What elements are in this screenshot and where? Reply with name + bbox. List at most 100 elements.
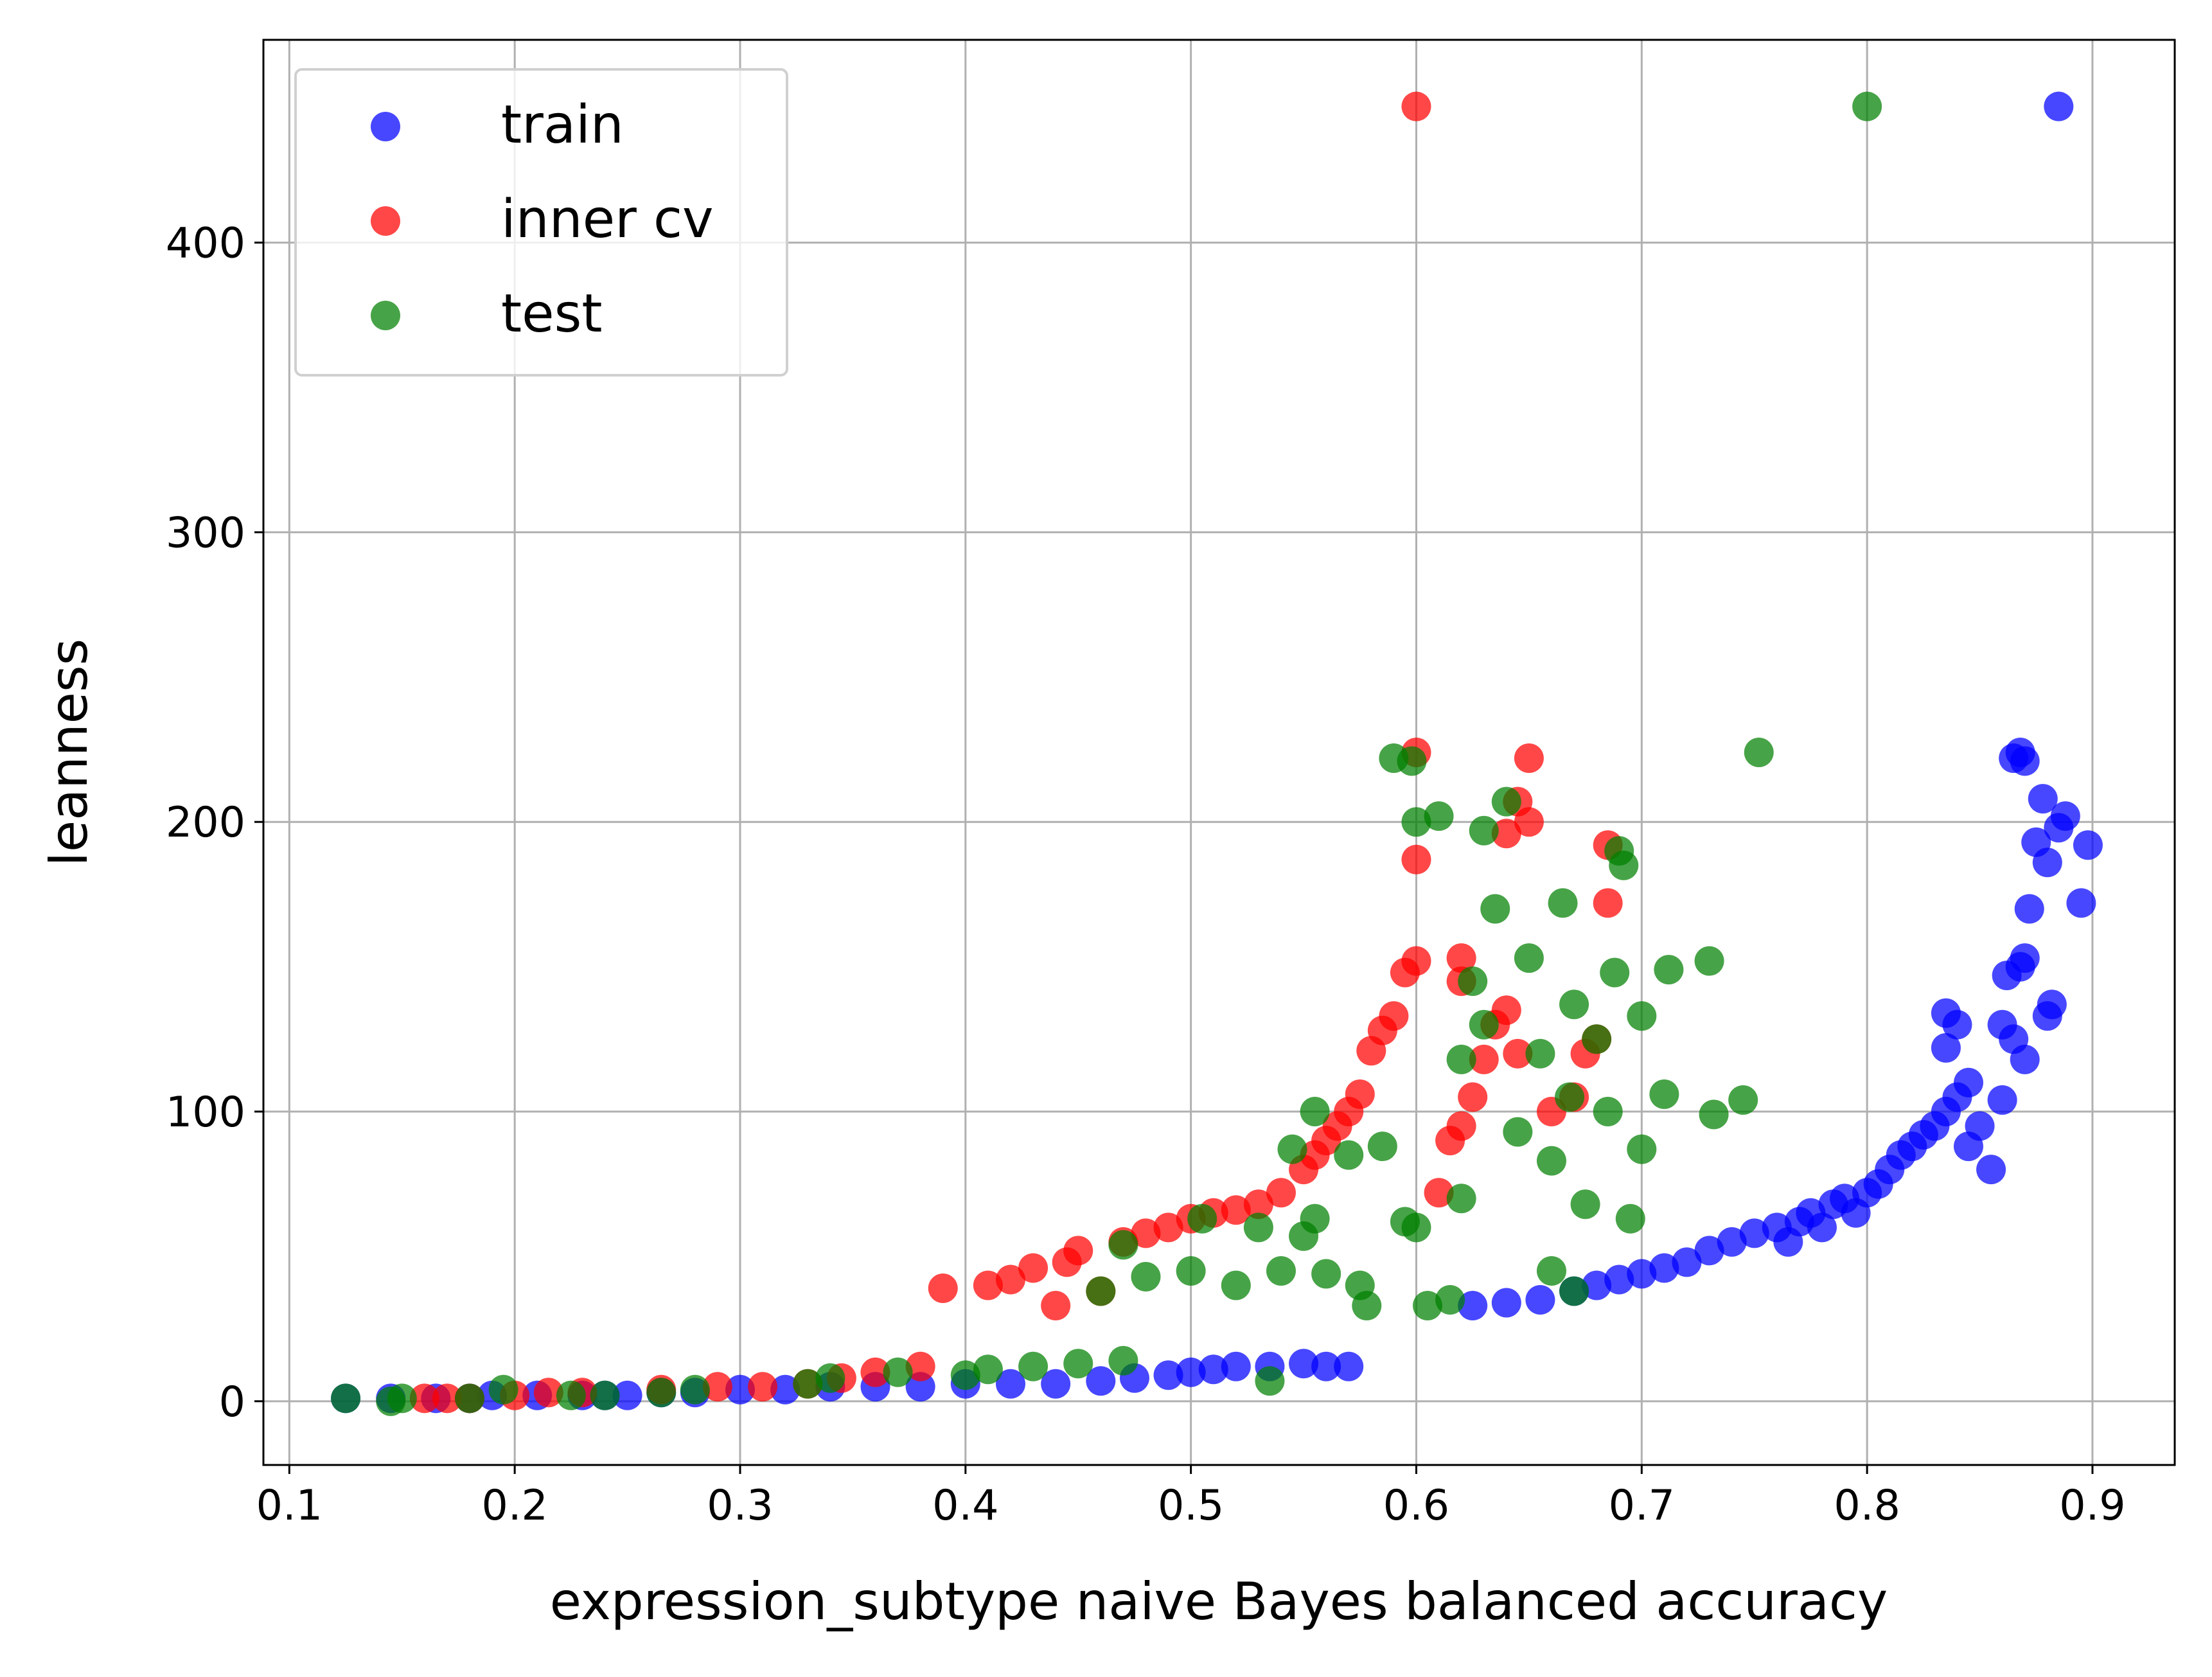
data-point-train: [2014, 894, 2044, 924]
data-point-train: [1987, 1085, 2017, 1115]
data-point-inner-cv: [1491, 819, 1521, 849]
y-axis-label: leanness: [39, 639, 99, 866]
data-point-train: [770, 1374, 801, 1405]
data-point-train: [1221, 1351, 1251, 1381]
data-point-inner-cv: [1345, 1079, 1375, 1109]
data-point-test: [1503, 1117, 1533, 1147]
data-point-test: [1458, 966, 1488, 997]
data-point-inner-cv: [1401, 91, 1431, 121]
data-point-train: [1582, 1270, 1612, 1300]
data-point-test: [1654, 955, 1684, 985]
data-point-train: [1953, 1067, 1983, 1097]
data-point-train: [1942, 1009, 1972, 1040]
data-point-test: [1424, 801, 1454, 831]
y-tick-label: 200: [166, 799, 245, 847]
data-point-test: [1176, 1256, 1206, 1286]
data-point-test: [680, 1374, 710, 1405]
data-point-train: [2073, 830, 2103, 860]
data-point-inner-cv: [1131, 1218, 1161, 1248]
x-tick-label: 0.8: [1834, 1482, 1900, 1530]
x-tick-label: 0.7: [1609, 1482, 1675, 1530]
data-point-test: [387, 1383, 417, 1414]
data-point-train: [2044, 91, 2074, 121]
y-tick-label: 100: [166, 1088, 245, 1137]
data-point-train: [1976, 1155, 2006, 1185]
data-point-test: [1401, 807, 1431, 837]
data-point-inner-cv: [1446, 943, 1476, 973]
data-point-test: [1334, 1140, 1364, 1170]
data-point-test: [1649, 1079, 1679, 1109]
data-point-train: [1672, 1247, 1702, 1277]
legend-marker-test: [371, 301, 400, 330]
data-point-test: [1582, 1024, 1612, 1054]
data-point-train: [1289, 1349, 1319, 1379]
data-point-test: [1221, 1270, 1251, 1300]
data-point-test: [1559, 1276, 1589, 1306]
data-point-test: [1491, 786, 1521, 817]
ticks-layer: 0.1 0.2 0.3 0.4 0.5 0.6 0.7 0.8 0.9 0 100 200 300 400: [166, 220, 2126, 1530]
data-point-train: [2010, 1044, 2040, 1074]
data-point-inner-cv: [1446, 1111, 1476, 1141]
data-point-inner-cv: [1593, 888, 1623, 918]
data-point-test: [973, 1354, 1003, 1385]
data-point-test: [1352, 1291, 1382, 1321]
data-point-test: [1446, 1184, 1476, 1214]
data-point-train: [1717, 1227, 1747, 1257]
data-point-train: [1311, 1351, 1341, 1381]
data-point-inner-cv: [1491, 995, 1521, 1025]
data-point-test: [1300, 1203, 1330, 1234]
data-point-test: [1536, 1146, 1566, 1176]
data-point-test: [646, 1378, 677, 1408]
data-point-inner-cv: [860, 1357, 890, 1387]
data-point-inner-cv: [1424, 1178, 1454, 1208]
data-point-test: [455, 1383, 485, 1414]
data-point-train: [1694, 1236, 1724, 1266]
data-point-test: [1266, 1256, 1296, 1286]
data-point-inner-cv: [1401, 844, 1431, 874]
data-point-test: [1469, 815, 1499, 846]
data-point-train: [1086, 1366, 1116, 1396]
data-point-test: [1627, 1134, 1657, 1164]
data-point-test: [556, 1380, 586, 1410]
data-point-inner-cv: [1458, 1082, 1488, 1112]
x-tick-label: 0.3: [707, 1482, 773, 1530]
legend-label-train: train: [501, 94, 624, 155]
points-layer: [331, 91, 2103, 1416]
data-point-train: [1491, 1288, 1521, 1318]
data-point-inner-cv: [409, 1383, 439, 1414]
data-point-train: [1931, 1033, 1961, 1063]
data-point-train: [2066, 888, 2096, 918]
legend-frame: [294, 68, 788, 377]
data-point-test: [1413, 1291, 1443, 1321]
x-axis-label: expression_subtype naive Bayes balanced …: [550, 1572, 1888, 1631]
data-point-test: [1627, 1001, 1657, 1031]
x-tick-label: 0.9: [2059, 1482, 2125, 1530]
data-point-test: [1108, 1345, 1138, 1376]
data-point-inner-cv: [928, 1273, 958, 1304]
data-point-test: [331, 1383, 361, 1414]
legend-label-test: test: [501, 283, 602, 344]
data-point-test: [1593, 1097, 1623, 1127]
data-point-train: [1739, 1218, 1769, 1248]
y-tick-label: 400: [166, 220, 245, 268]
data-point-inner-cv: [1401, 946, 1431, 976]
data-point-test: [1699, 1099, 1729, 1130]
data-point-test: [1243, 1212, 1273, 1243]
legend: train inner cv test: [294, 68, 788, 377]
data-point-test: [1300, 1097, 1330, 1127]
data-point-test: [793, 1369, 823, 1399]
data-point-test: [1570, 1189, 1600, 1220]
data-point-train: [1604, 1264, 1634, 1295]
data-point-test: [1615, 1203, 1645, 1234]
data-point-inner-cv: [533, 1378, 563, 1408]
data-point-train: [905, 1372, 935, 1402]
data-point-inner-cv: [1503, 1038, 1533, 1069]
data-point-inner-cv: [1018, 1253, 1048, 1283]
data-point-inner-cv: [1266, 1178, 1296, 1208]
data-point-test: [1435, 1285, 1465, 1315]
data-point-test: [1852, 91, 1882, 121]
data-point-train: [2037, 989, 2067, 1020]
data-point-test: [1131, 1261, 1161, 1291]
data-point-test: [1086, 1276, 1116, 1306]
